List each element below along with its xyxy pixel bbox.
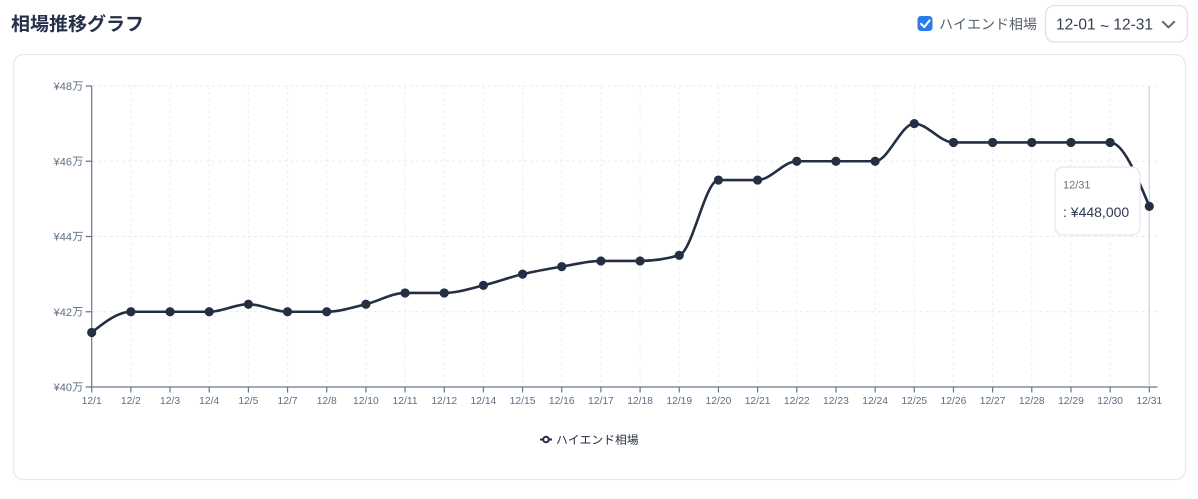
svg-text:: ¥448,000: : ¥448,000: [1063, 204, 1129, 220]
svg-text:12/31: 12/31: [1136, 396, 1162, 407]
svg-text:12/16: 12/16: [549, 396, 575, 407]
svg-text:¥44: ¥44: [53, 232, 72, 244]
svg-text:12/21: 12/21: [745, 396, 771, 407]
svg-text:12/15: 12/15: [510, 396, 536, 407]
svg-text:12/28: 12/28: [1019, 396, 1045, 407]
svg-text:¥42: ¥42: [53, 307, 72, 319]
svg-text:12/5: 12/5: [238, 396, 258, 407]
svg-text:12/4: 12/4: [199, 396, 219, 407]
svg-text:12/30: 12/30: [1097, 396, 1123, 407]
svg-text:¥46: ¥46: [53, 156, 72, 168]
svg-text:12/26: 12/26: [941, 396, 967, 407]
svg-text:12/8: 12/8: [317, 396, 337, 407]
svg-text:¥48: ¥48: [53, 81, 72, 93]
svg-text:12/25: 12/25: [901, 396, 927, 407]
svg-text:12/12: 12/12: [431, 396, 457, 407]
svg-text:12/2: 12/2: [121, 396, 141, 407]
svg-text:12/24: 12/24: [862, 396, 888, 407]
svg-text:12/20: 12/20: [706, 396, 732, 407]
svg-text:12/14: 12/14: [471, 396, 497, 407]
svg-text:12/22: 12/22: [784, 396, 810, 407]
svg-text:12/18: 12/18: [627, 396, 653, 407]
svg-text:12/31: 12/31: [1063, 180, 1091, 192]
svg-text:12/7: 12/7: [278, 396, 298, 407]
svg-text:12/3: 12/3: [160, 396, 180, 407]
svg-text:12/11: 12/11: [393, 396, 418, 407]
svg-text:12/1: 12/1: [82, 396, 102, 407]
svg-text:12/27: 12/27: [980, 396, 1006, 407]
svg-text:¥40: ¥40: [53, 382, 72, 394]
svg-text:12/19: 12/19: [666, 396, 692, 407]
svg-text:12/10: 12/10: [353, 396, 379, 407]
svg-text:12-01 ~ 12-31: 12-01 ~ 12-31: [1056, 16, 1153, 35]
svg-text:12/23: 12/23: [823, 396, 849, 407]
svg-text:12/29: 12/29: [1058, 396, 1084, 407]
svg-text:12/17: 12/17: [588, 396, 614, 407]
